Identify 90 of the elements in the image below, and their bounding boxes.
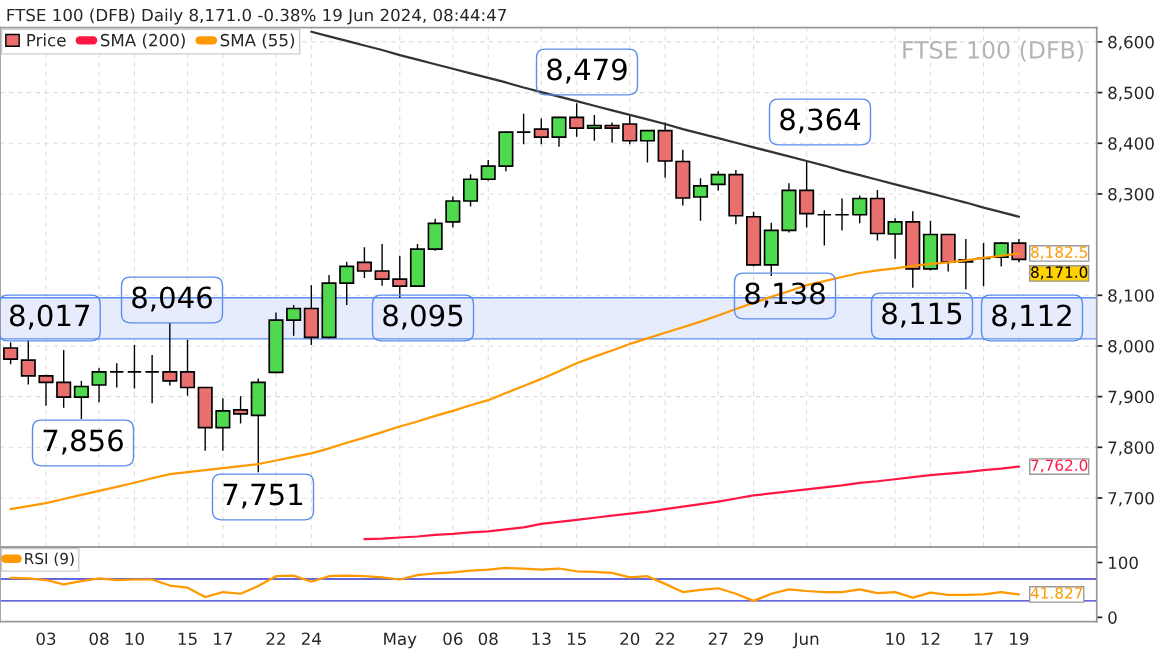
candlestick	[622, 115, 638, 145]
candlestick	[286, 304, 302, 337]
candlestick	[516, 113, 532, 145]
annotation: 8,112	[992, 304, 1071, 330]
candlestick	[179, 339, 196, 397]
legend-label: Price	[27, 33, 66, 47]
candlestick	[144, 354, 160, 404]
annotation: 8,364	[780, 108, 861, 134]
candlestick	[569, 102, 585, 138]
legend-label: SMA (200)	[100, 33, 185, 49]
candlestick	[374, 243, 390, 287]
y-tick-label: 8,400	[1108, 137, 1154, 152]
candlestick	[20, 339, 36, 386]
candlestick	[215, 397, 231, 452]
y-tick-label: 8,000	[1108, 339, 1154, 355]
category-label: 27	[708, 632, 728, 645]
candlestick	[887, 217, 903, 260]
category-label: 24	[301, 632, 322, 645]
data-label: 7,762.0	[1031, 459, 1088, 473]
candlestick	[551, 116, 567, 148]
category-label: 08	[478, 632, 498, 646]
annotation: 8,017	[9, 304, 90, 330]
y-tick-label: 7,900	[1108, 390, 1154, 405]
candlestick	[126, 344, 142, 390]
category-label: May	[384, 632, 417, 649]
candlestick	[533, 117, 549, 145]
candlestick	[392, 255, 408, 299]
candlestick	[799, 160, 815, 229]
candlestick	[91, 367, 107, 403]
candlestick	[710, 170, 726, 192]
candlestick	[339, 261, 355, 306]
candlestick	[692, 177, 709, 222]
candlestick	[975, 242, 992, 287]
y-tick-label: 8,500	[1108, 86, 1154, 101]
candlestick	[38, 374, 54, 407]
legend-label: SMA (55)	[220, 33, 295, 49]
category-label: 17	[214, 632, 233, 645]
annotation: FTSE 100 (DFB)	[903, 40, 1083, 62]
y-tick-label: 8,300	[1108, 187, 1154, 203]
category-label: 17	[974, 632, 993, 645]
legend-label: RSI (9)	[25, 552, 74, 567]
category-label: 10	[886, 632, 905, 646]
candlestick	[462, 173, 479, 208]
category-label: 06	[443, 632, 463, 646]
y-tick-label: 100	[1109, 556, 1138, 570]
candlestick	[604, 121, 620, 144]
candlestick	[445, 195, 461, 229]
y-tick-label: 8,600	[1108, 35, 1154, 51]
line-series	[310, 30, 1021, 218]
text: 8,171.0	[1031, 266, 1088, 280]
category-label: 12	[921, 632, 940, 645]
annotation: 8,095	[383, 304, 463, 330]
candlestick	[639, 129, 655, 164]
category-label: 10	[125, 632, 144, 646]
category-label: 20	[620, 632, 640, 646]
data-label: 8,182.5	[1031, 246, 1088, 260]
y-tick-label: 7,700	[1108, 491, 1154, 507]
y-tick-label: 0	[1108, 611, 1117, 624]
candlestick	[480, 159, 496, 182]
chart-title: FTSE 100 (DFB) Daily 8,171.0 -0.38% 19 Jun 2024, 08:44:47	[7, 8, 506, 25]
candlestick	[233, 395, 249, 425]
candlestick	[816, 209, 832, 247]
category-label: 08	[89, 632, 109, 646]
category-label: 22	[655, 632, 675, 645]
annotation: 8,479	[547, 58, 627, 84]
annotation: 7,856	[43, 429, 123, 455]
category-label: 22	[266, 632, 285, 645]
candlestick	[162, 321, 178, 387]
category-label: 19	[1010, 632, 1029, 646]
category-label: 03	[36, 632, 56, 646]
y-tick-label: 7,800	[1108, 441, 1154, 456]
candlestick	[852, 194, 868, 225]
category-label: 13	[532, 632, 551, 646]
category-label: 15	[178, 632, 197, 646]
candlestick	[3, 341, 19, 365]
candlestick	[586, 114, 602, 142]
data-label: 41.827	[1030, 587, 1083, 599]
candlestick	[73, 380, 89, 420]
y-tick-label: 8,100	[1108, 289, 1154, 304]
annotation: 7,751	[223, 483, 303, 509]
candlestick	[56, 349, 72, 409]
category-label: 29	[744, 632, 764, 646]
candlestick	[356, 246, 372, 279]
line-series	[9, 566, 1021, 602]
category-label: 15	[567, 632, 586, 646]
candlestick	[834, 197, 850, 232]
candlestick	[109, 362, 125, 389]
category-label: Jun	[792, 632, 819, 649]
annotation: 8,115	[882, 302, 962, 328]
line-series	[363, 465, 1021, 541]
